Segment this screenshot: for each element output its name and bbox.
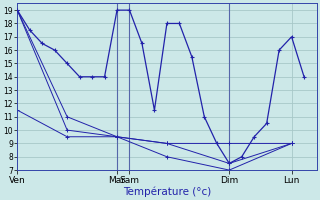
- X-axis label: Température (°c): Température (°c): [123, 186, 211, 197]
